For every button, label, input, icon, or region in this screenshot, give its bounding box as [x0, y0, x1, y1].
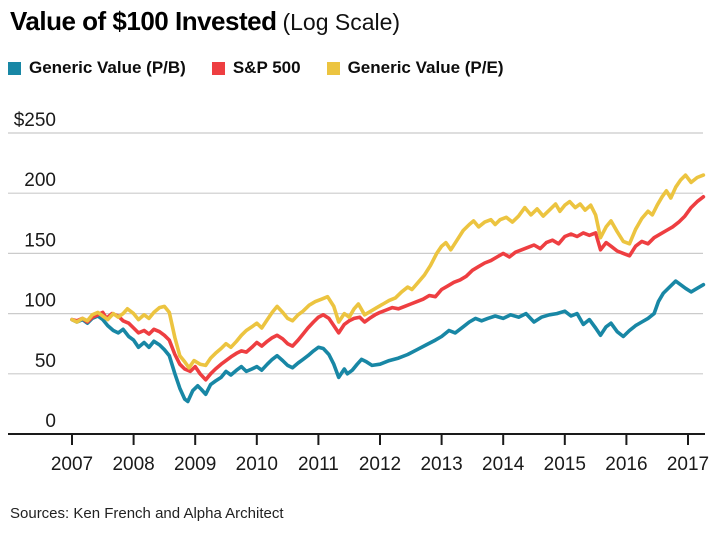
x-tick-label: 2009: [174, 454, 216, 475]
x-tick-label: 2011: [298, 454, 339, 475]
x-tick-label: 2008: [112, 454, 154, 475]
x-tick-label: 2017: [667, 454, 709, 475]
series-line-sp-500: [70, 195, 706, 382]
series-line-generic-value-pe: [70, 173, 706, 370]
source-note: Sources: Ken French and Alpha Architect: [10, 505, 284, 522]
series-line-generic-value-pb: [70, 279, 706, 404]
chart-legend: Generic Value (P/B) S&P 500 Generic Valu…: [8, 58, 503, 78]
legend-swatch-icon: [211, 61, 225, 75]
chart-title: Value of $100 Invested: [10, 6, 277, 36]
legend-item-generic-value-pe: Generic Value (P/E): [326, 58, 504, 78]
x-tick-label: 2010: [236, 454, 278, 475]
legend-swatch-icon: [8, 61, 21, 75]
x-tick-label: 2012: [359, 454, 401, 475]
legend-label: Generic Value (P/B): [29, 58, 186, 77]
legend-item-generic-value-pb: Generic Value (P/B): [8, 58, 186, 78]
y-tick-label: 0: [45, 411, 56, 432]
x-tick-label: 2015: [544, 454, 586, 475]
y-tick-label: $250: [14, 110, 56, 131]
legend-swatch-icon: [326, 61, 340, 75]
chart-header: Value of $100 Invested (Log Scale): [10, 6, 400, 37]
y-tick-label: 150: [24, 230, 56, 251]
x-tick-label: 2016: [605, 454, 647, 475]
x-tick-label: 2014: [482, 454, 525, 475]
y-tick-label: 200: [24, 170, 56, 191]
y-tick-label: 50: [35, 351, 56, 372]
legend-item-sp-500: S&P 500: [211, 58, 301, 78]
legend-label: Generic Value (P/E): [347, 58, 504, 77]
chart-subtitle: (Log Scale): [282, 9, 401, 35]
x-tick-label: 2007: [51, 454, 93, 475]
y-tick-label: 100: [24, 291, 56, 312]
x-tick-label: 2013: [420, 454, 462, 475]
legend-label: S&P 500: [232, 58, 301, 77]
